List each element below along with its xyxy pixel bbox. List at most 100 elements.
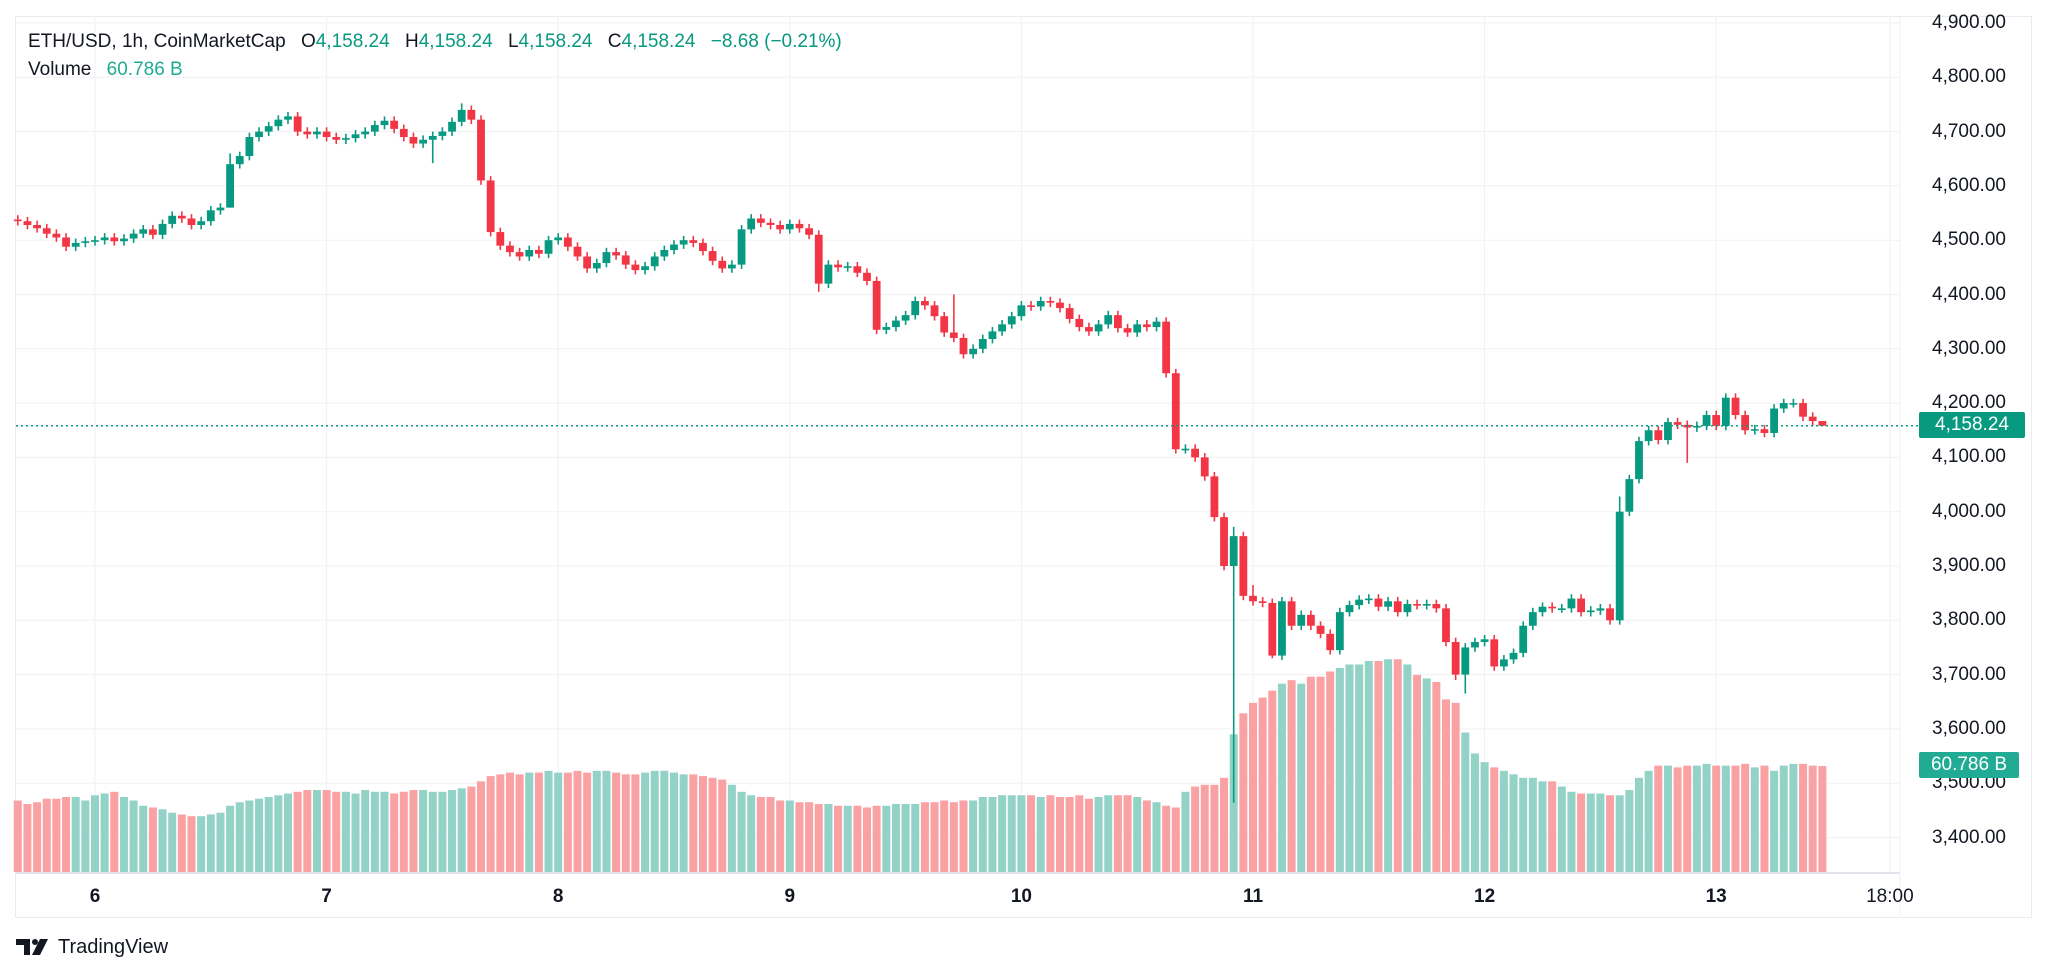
- volume-bar: [1220, 777, 1229, 872]
- candle-body: [959, 337, 968, 355]
- candle-body: [1133, 324, 1142, 333]
- candle-body: [81, 241, 90, 243]
- candle-body: [342, 138, 350, 140]
- price-axis-label: 4,800.00: [1932, 66, 2006, 88]
- volume-bar: [1509, 774, 1518, 872]
- legend-c-value: 4,158.24: [621, 31, 696, 52]
- candle-body: [1750, 429, 1759, 431]
- volume-bar: [42, 798, 51, 872]
- volume-bar: [670, 772, 678, 872]
- candle-body: [756, 218, 765, 223]
- candle-body: [853, 266, 862, 273]
- volume-bar: [312, 790, 321, 872]
- candle-body: [1731, 397, 1740, 416]
- legend-row-volume: Volume 60.786 B: [28, 56, 842, 84]
- volume-bar: [187, 816, 196, 872]
- candle-body: [467, 109, 476, 120]
- volume-bar: [1635, 777, 1643, 872]
- volume-bar: [1152, 802, 1161, 872]
- candle-body: [1577, 598, 1585, 613]
- volume-bar: [1355, 664, 1364, 872]
- volume-bar: [322, 790, 331, 872]
- candle-body: [515, 252, 524, 257]
- candle-body: [1384, 601, 1392, 607]
- time-axis-label: 9: [784, 886, 796, 907]
- time-axis-label: 7: [321, 886, 332, 907]
- volume-bar: [1683, 765, 1692, 872]
- volume-bar: [1615, 795, 1624, 872]
- candle-body: [313, 131, 321, 135]
- candle-body: [612, 252, 620, 256]
- volume-bar: [158, 809, 167, 872]
- candle-body: [650, 256, 659, 267]
- candle-body: [1403, 604, 1412, 613]
- volume-bar: [1200, 784, 1209, 872]
- volume-bar: [1818, 766, 1827, 872]
- volume-bar: [255, 798, 264, 872]
- candle-body: [274, 119, 283, 127]
- candle-body: [1490, 639, 1499, 667]
- price-axis-label: 4,000.00: [1932, 500, 2006, 522]
- candle-body: [1625, 479, 1634, 512]
- volume-bar: [554, 772, 563, 872]
- volume-bar: [62, 797, 71, 872]
- candle-body: [332, 137, 341, 140]
- candle-body: [728, 264, 736, 269]
- volume-bar: [1673, 767, 1682, 872]
- volume-bar: [1374, 660, 1383, 872]
- tradingview-logo[interactable]: TradingView: [16, 935, 168, 959]
- candle-body: [776, 224, 785, 230]
- volume-bar: [1393, 659, 1402, 872]
- candle-body: [1239, 536, 1248, 596]
- candle-body: [264, 126, 273, 132]
- volume-bar: [756, 797, 765, 872]
- volume-bar: [1065, 797, 1074, 872]
- volume-bar: [1461, 732, 1470, 872]
- candle-body: [120, 238, 128, 242]
- chart-legend: ETH/USD, 1h, CoinMarketCap O4,158.24 H4,…: [28, 28, 842, 84]
- volume-bar: [1306, 676, 1315, 872]
- volume-bar: [1442, 699, 1450, 872]
- volume-bar: [1133, 797, 1142, 872]
- volume-bar: [708, 777, 717, 872]
- candle-body: [149, 229, 157, 235]
- candle-body: [399, 128, 408, 138]
- candle-body: [1258, 601, 1267, 603]
- volume-bar: [689, 774, 698, 872]
- volume-bar: [505, 772, 514, 872]
- candle-body: [71, 242, 80, 247]
- volume-bar: [1470, 753, 1479, 872]
- candle-body: [1712, 415, 1721, 426]
- volume-bar: [1644, 770, 1653, 872]
- volume-bar: [1451, 702, 1460, 872]
- volume-bar: [698, 776, 707, 872]
- legend-o-value: 4,158.24: [315, 31, 390, 52]
- price-axis-label: 4,400.00: [1932, 283, 2006, 305]
- volume-bar: [1422, 678, 1431, 872]
- candle-body: [814, 234, 823, 284]
- volume-bar: [1384, 659, 1393, 872]
- volume-bar: [1557, 786, 1566, 872]
- candle-body: [1393, 601, 1402, 613]
- candle-body: [641, 266, 649, 271]
- volume-bar: [1104, 795, 1113, 872]
- volume-bar: [284, 793, 292, 872]
- volume-bar: [1731, 765, 1740, 872]
- volume-bar: [573, 770, 582, 872]
- volume-bar: [1364, 660, 1373, 872]
- candle-body: [525, 249, 534, 257]
- candle-body: [1162, 321, 1171, 374]
- volume-bar: [1625, 790, 1634, 872]
- candle-body: [129, 233, 138, 239]
- volume-bar: [1181, 791, 1190, 872]
- candle-body: [1065, 308, 1074, 319]
- volume-bar: [621, 774, 630, 872]
- volume-bar: [13, 800, 22, 872]
- volume-bar: [380, 791, 389, 872]
- candle-body: [33, 224, 41, 229]
- candle-body: [370, 125, 379, 132]
- candle-body: [1799, 403, 1807, 417]
- candle-body: [255, 131, 263, 138]
- candle-body: [477, 119, 485, 181]
